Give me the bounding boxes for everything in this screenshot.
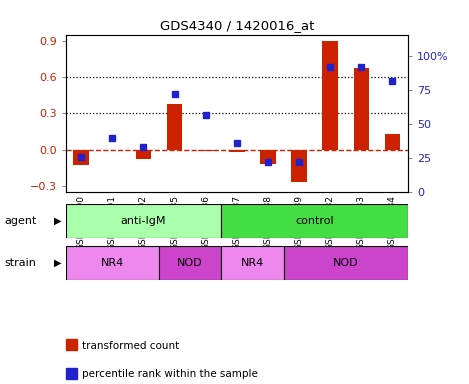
Text: control: control — [295, 216, 334, 226]
Bar — [198, 150, 213, 151]
Title: GDS4340 / 1420016_at: GDS4340 / 1420016_at — [159, 19, 314, 32]
Bar — [66, 246, 159, 280]
Text: NOD: NOD — [333, 258, 359, 268]
Bar — [74, 150, 89, 166]
Bar — [159, 246, 221, 280]
Text: transformed count: transformed count — [82, 341, 179, 351]
Bar — [260, 150, 276, 164]
Text: strain: strain — [5, 258, 37, 268]
Bar — [284, 246, 408, 280]
Bar — [221, 246, 284, 280]
Text: agent: agent — [5, 216, 37, 226]
Bar — [291, 150, 307, 182]
Bar — [66, 204, 221, 238]
Text: ▶: ▶ — [54, 258, 61, 268]
Text: NR4: NR4 — [101, 258, 124, 268]
Text: NR4: NR4 — [241, 258, 264, 268]
Text: ▶: ▶ — [54, 216, 61, 226]
Bar — [322, 41, 338, 150]
Text: anti-IgM: anti-IgM — [121, 216, 166, 226]
Bar — [221, 204, 408, 238]
Bar — [136, 150, 151, 159]
Text: percentile rank within the sample: percentile rank within the sample — [82, 369, 258, 379]
Bar — [167, 104, 182, 150]
Text: NOD: NOD — [177, 258, 203, 268]
Bar — [229, 150, 245, 152]
Bar — [354, 68, 369, 150]
Bar — [385, 134, 400, 150]
